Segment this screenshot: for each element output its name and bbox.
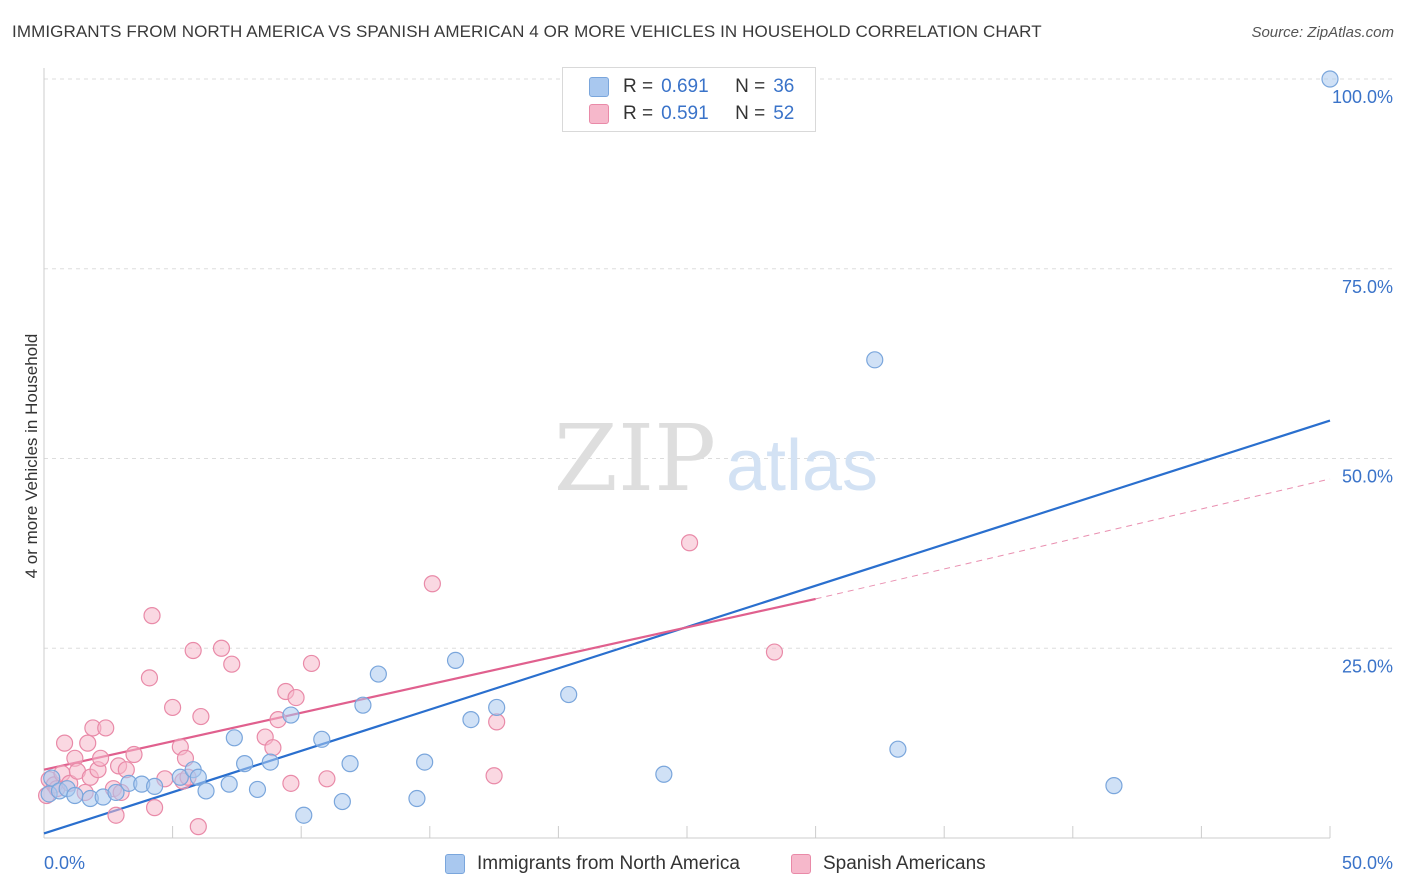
point-north-america <box>369 665 387 683</box>
point-north-america <box>313 730 331 748</box>
point-spanish-americans <box>79 734 97 752</box>
point-spanish-americans <box>91 749 110 767</box>
point-north-america <box>236 755 254 773</box>
point-spanish-americans <box>485 767 503 785</box>
bottom-legend-north-america: Immigrants from North America <box>445 852 740 876</box>
point-north-america <box>488 698 506 717</box>
tick-labels: 100.0% 75.0% 50.0% 25.0% 0.0% 50.0% <box>44 87 1393 873</box>
point-spanish-americans <box>97 719 115 737</box>
axes <box>43 68 1331 839</box>
point-north-america <box>145 777 164 795</box>
point-north-america <box>1321 70 1339 88</box>
legend-r-value: 0.691 <box>661 76 709 97</box>
point-spanish-americans <box>140 669 159 687</box>
legend-swatch-pink <box>589 104 609 124</box>
legend-r-label: R = <box>623 76 654 97</box>
correlation-legend: R = 0.691 N = 36 R = 0.591 N = 52 <box>562 67 816 132</box>
trend-lines <box>43 419 1331 835</box>
watermark-zip: ZIP <box>554 405 716 512</box>
point-north-america <box>248 780 267 799</box>
point-north-america <box>197 782 215 800</box>
point-spanish-americans <box>282 774 300 792</box>
point-spanish-americans <box>164 698 182 717</box>
point-spanish-americans <box>55 734 74 752</box>
chart-title: IMMIGRANTS FROM NORTH AMERICA VS SPANISH… <box>12 22 1042 41</box>
point-north-america <box>261 753 279 771</box>
point-north-america <box>866 351 884 369</box>
bottom-legend-label: Spanish Americans <box>823 853 986 874</box>
point-north-america <box>416 753 434 771</box>
source-label: Source: ZipAtlas.com <box>1251 24 1394 41</box>
point-north-america <box>446 651 465 669</box>
point-spanish-americans <box>189 818 207 836</box>
y-tick-label: 100.0% <box>1332 87 1393 107</box>
watermark-atlas: atlas <box>726 426 878 506</box>
point-north-america <box>341 755 359 773</box>
point-north-america <box>560 685 578 704</box>
point-spanish-americans <box>488 713 506 731</box>
legend-n-label: N = <box>735 76 766 97</box>
point-north-america <box>354 696 372 714</box>
point-north-america <box>220 775 238 793</box>
x-tick-label: 0.0% <box>44 853 85 873</box>
point-spanish-americans <box>302 654 321 673</box>
legend-n-value: 36 <box>773 76 795 97</box>
legend-n-value: 52 <box>773 103 795 124</box>
point-spanish-americans <box>212 639 231 657</box>
point-spanish-americans <box>125 745 143 764</box>
bottom-legend-spanish-americans: Spanish Americans <box>791 852 986 876</box>
point-north-america <box>889 740 907 758</box>
point-north-america <box>43 769 61 787</box>
watermark: ZIP atlas <box>554 405 878 512</box>
point-spanish-americans <box>184 641 202 660</box>
bottom-legend-swatch-blue <box>445 854 465 874</box>
point-north-america <box>171 768 189 786</box>
point-north-america <box>66 786 84 805</box>
trend-line-spanish-americans <box>43 597 816 771</box>
grid-lines <box>44 78 1395 649</box>
point-north-america <box>295 806 313 824</box>
x-tick-label: 50.0% <box>1342 853 1393 873</box>
trend-extension-spanish-americans <box>815 478 1331 600</box>
point-north-america <box>189 768 207 786</box>
point-north-america <box>333 792 351 811</box>
point-north-america <box>655 765 673 783</box>
legend-n-label: N = <box>735 103 766 124</box>
y-tick-label: 50.0% <box>1342 467 1393 487</box>
point-spanish-americans <box>107 806 125 824</box>
point-spanish-americans <box>287 688 305 707</box>
point-north-america <box>462 710 480 729</box>
legend-row-spanish-americans: R = 0.591 N = 52 <box>589 102 794 126</box>
point-spanish-americans <box>423 575 441 593</box>
bottom-legend-label: Immigrants from North America <box>477 853 740 874</box>
y-tick-label: 75.0% <box>1342 277 1393 297</box>
y-axis-label: 4 or more Vehicles in Household <box>22 333 41 579</box>
point-north-america <box>282 706 300 724</box>
point-spanish-americans <box>143 607 161 625</box>
legend-swatch-blue <box>589 77 609 97</box>
data-points <box>37 70 1339 836</box>
legend-r-label: R = <box>623 103 654 124</box>
point-north-america <box>1105 777 1123 795</box>
point-spanish-americans <box>223 655 241 673</box>
point-spanish-americans <box>680 534 699 552</box>
point-spanish-americans <box>264 739 282 757</box>
point-spanish-americans <box>192 707 210 726</box>
bottom-legend-swatch-pink <box>791 854 811 874</box>
point-north-america <box>107 783 125 802</box>
legend-row-north-america: R = 0.691 N = 36 <box>589 75 794 99</box>
point-spanish-americans <box>318 770 336 788</box>
point-spanish-americans <box>765 643 784 661</box>
y-tick-label: 25.0% <box>1342 656 1393 676</box>
legend-r-value: 0.591 <box>661 103 709 124</box>
point-north-america <box>408 789 426 808</box>
point-spanish-americans <box>145 799 164 817</box>
point-north-america <box>225 729 243 747</box>
